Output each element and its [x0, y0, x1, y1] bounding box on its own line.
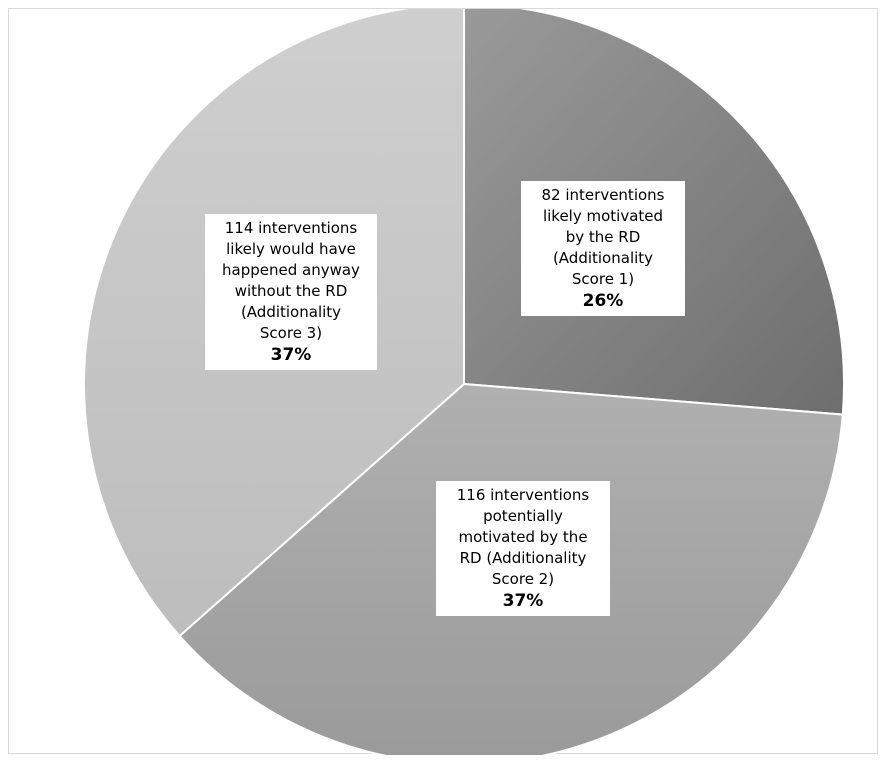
pie-chart: [83, 9, 845, 755]
slice-label-score-1: 82 interventions likely motivated by the…: [521, 181, 685, 316]
slice-percent-label: 37%: [502, 591, 544, 611]
slice-label-score-2: 116 interventions potentially motivated …: [436, 481, 610, 616]
slice-label-text: 82 interventions likely motivated by the…: [541, 186, 665, 288]
slice-label-text: 114 interventions likely would have happ…: [222, 219, 360, 342]
slice-percent-label: 37%: [270, 345, 312, 365]
slice-label-score-3: 114 interventions likely would have happ…: [205, 214, 377, 370]
slice-label-text: 116 interventions potentially motivated …: [456, 486, 590, 588]
slice-percent-label: 26%: [582, 291, 624, 311]
chart-area: 82 interventions likely motivated by the…: [8, 8, 878, 755]
